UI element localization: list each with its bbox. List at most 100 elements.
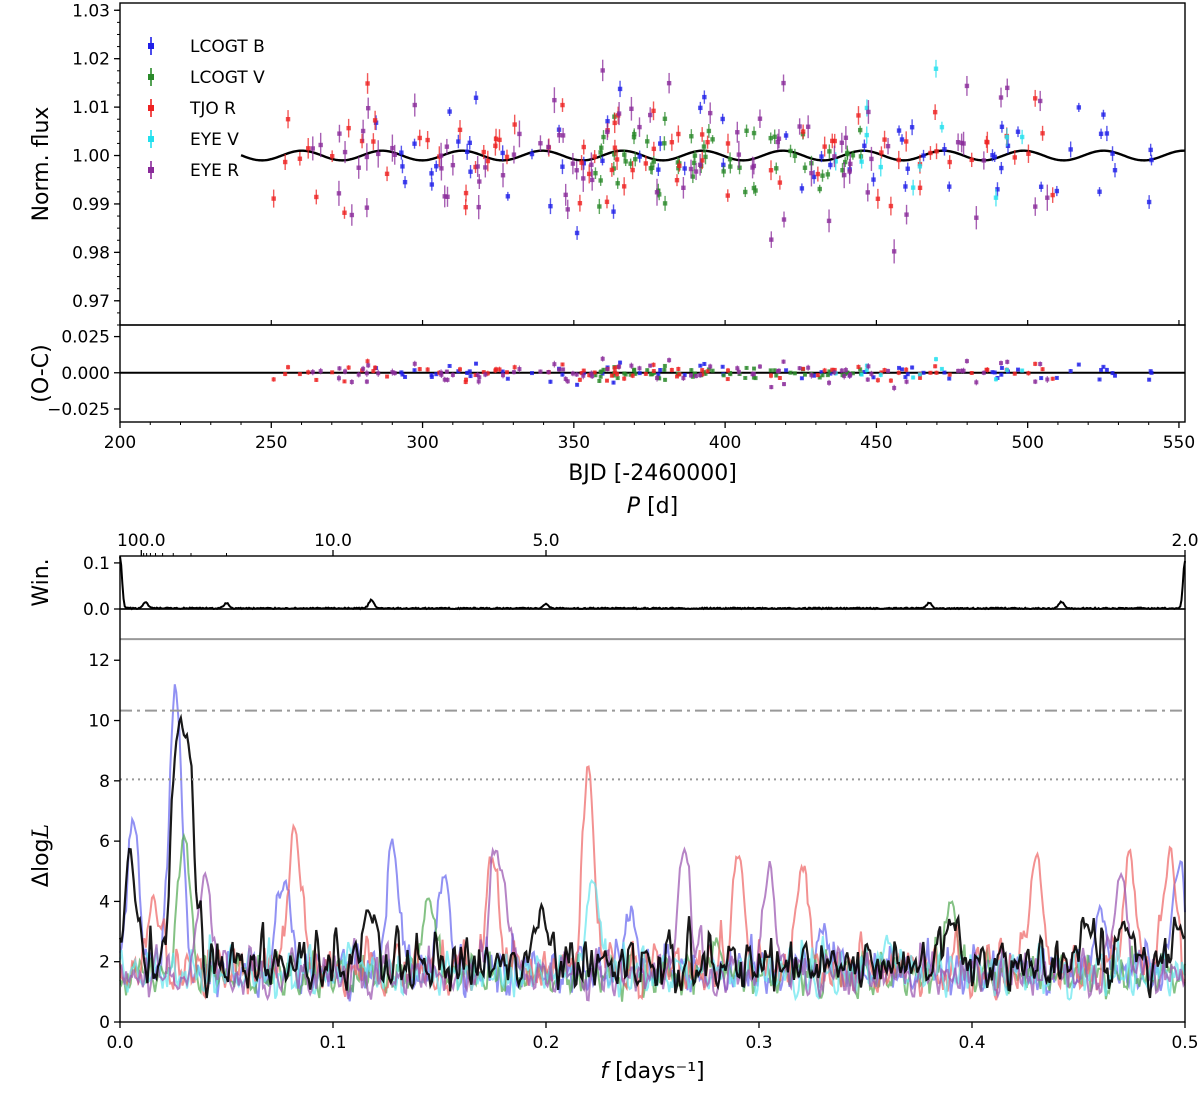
pg-ytick-label: 2 [99,953,110,973]
oc-point [529,371,534,376]
oc-point [797,366,802,371]
lc-point [371,139,376,144]
oc-point [933,357,938,362]
oc-point [850,371,855,376]
oc-point [827,369,832,374]
lc-point [599,145,604,150]
lc-point [658,141,663,146]
oc-point [283,372,288,377]
lc-point [467,140,472,146]
oc-point [392,371,397,376]
lc-point [843,135,849,140]
lc-point [336,191,342,196]
oc-point [984,367,989,372]
lc-point [676,166,681,171]
oc-point [598,374,603,379]
lc-point [692,153,698,158]
oc-point [999,361,1004,366]
lc-point [581,176,586,181]
lc-point [736,152,742,157]
oc-point [645,368,650,373]
lc-point [1148,147,1153,153]
oc-point [752,366,757,371]
legend-marker [148,74,154,80]
oc-point [772,368,777,373]
oc-point [577,377,582,382]
oc-point [618,360,623,365]
lc-point [359,138,365,144]
lc-point [623,159,628,164]
oc-point [483,372,488,377]
lc-point [500,150,505,156]
lc-point [512,122,517,127]
oc-point [400,372,405,377]
lc-point [450,162,456,168]
oc-xtick-label: 450 [860,433,892,453]
oc-point [708,364,713,369]
oc-point [819,370,824,375]
oc-point [589,371,594,376]
lc-point [612,120,617,126]
lc-point [865,190,870,195]
lc-point [429,182,435,187]
oc-point [476,379,481,384]
lc-point [903,184,908,189]
lc-point [1012,155,1017,160]
oc-point [663,377,668,382]
oc-point [933,364,938,369]
lc-point [475,164,480,169]
lc-point [600,68,605,73]
lc-point [842,159,848,165]
lc-point [788,148,793,154]
marks-layer [271,59,1154,392]
lc-point [468,169,473,174]
oc-point [825,373,830,378]
lc-point [815,171,821,177]
lc-point [483,165,488,170]
oc-point [1076,362,1081,367]
lc-point [511,152,517,157]
oc-point [710,368,715,373]
lc-point [942,147,947,152]
lc-point [822,144,827,149]
lc-point [649,165,655,171]
oc-point [674,374,679,379]
lc-point [769,237,774,242]
lc-point [615,181,620,186]
oc-point [342,379,347,384]
oc-point [700,372,705,377]
lc-point [797,124,802,129]
oc-ytick-label: 0.025 [61,328,110,348]
lc-point [657,192,662,197]
lc-point [318,142,323,148]
lc-point [693,169,699,174]
oc-point [676,366,681,371]
lc-ytick-label: 1.00 [72,147,110,167]
oc-point [769,385,774,390]
oc-point [1005,359,1010,364]
lc-point [621,184,627,189]
oc-point [505,376,510,381]
oc-point [463,380,468,385]
lc-point [674,177,680,183]
lc-point [869,156,874,162]
oc-xtick-label: 250 [255,433,287,453]
lc-point [622,152,627,157]
lc-point [993,195,999,200]
lc-point [995,187,1000,192]
oc-point [892,385,897,390]
lc-point [587,171,592,177]
win-axes-frame [119,555,1186,610]
oc-point [548,379,553,384]
oc-point [1040,367,1045,372]
lc-point [856,113,861,118]
oc-point [597,378,602,383]
lc-point [373,120,379,125]
oc-point [546,370,551,375]
pg-ylabel: ΔlogL [29,824,54,887]
lc-point [772,134,777,139]
lc-point [864,105,870,111]
oc-point [928,370,933,375]
lc-point [364,205,370,210]
